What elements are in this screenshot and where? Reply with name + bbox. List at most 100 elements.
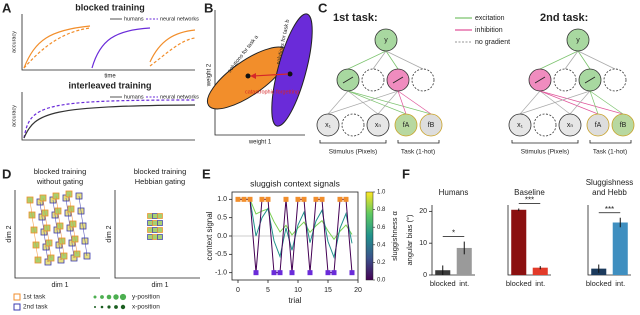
group-label: Task (1-hot) (401, 149, 435, 156)
significance-label: *** (525, 196, 534, 205)
node-label: fA (595, 122, 602, 129)
context-marker (343, 196, 349, 202)
grid-link (84, 240, 88, 257)
y-axis-label: angular bias (°) (405, 214, 414, 265)
input-node (394, 113, 418, 137)
grid-link (46, 227, 50, 244)
legend-dot (107, 305, 111, 309)
input-node (341, 113, 365, 137)
y-axis-label: accuracy (11, 105, 17, 127)
x-tick-label: blocked (430, 279, 456, 288)
connection (397, 90, 432, 115)
connection (377, 90, 399, 115)
hidden-node (411, 68, 435, 92)
context-marker (319, 196, 325, 202)
context-marker (235, 196, 241, 202)
unit-glyph (534, 76, 546, 84)
node-label: fA (403, 122, 410, 129)
grid-link (44, 212, 48, 229)
grid-link (42, 197, 46, 214)
x-axis-label: weight 1 (248, 140, 272, 146)
y-tick-label: -1.0 (215, 270, 227, 277)
curve (23, 104, 196, 139)
x-tick-label: int. (615, 279, 625, 288)
grid-link (59, 225, 63, 242)
x-tick-label: int. (459, 279, 469, 288)
y-axis-label: weight 2 (207, 63, 213, 87)
axes (21, 14, 195, 71)
context-marker (331, 270, 337, 276)
connection (397, 90, 407, 115)
panel-label: C (318, 0, 328, 15)
connection (519, 90, 541, 115)
legend-label: inhibition (475, 27, 503, 34)
y-tick-label: 1.0 (217, 196, 227, 203)
y-tick-label: -0.5 (215, 251, 227, 258)
context-marker (283, 196, 289, 202)
grid-link (31, 214, 35, 231)
context-marker (253, 270, 259, 276)
hidden-node (553, 68, 577, 92)
chart-title: sluggish context signals (250, 178, 340, 188)
colorbar-tick-label: 0.0 (377, 278, 386, 284)
curve (23, 25, 91, 69)
y-tick-label: 0.5 (217, 215, 227, 222)
chart-title: Humans (439, 188, 469, 197)
colorbar-tick-label: 0.8 (377, 207, 386, 213)
embedding-point (147, 213, 153, 219)
node-label: xₙ (375, 122, 382, 129)
solution-region (271, 13, 313, 127)
colorbar (365, 191, 374, 281)
legend-dot (114, 305, 118, 309)
legend-dot (113, 294, 119, 300)
colorbar-tick-label: 0.6 (377, 225, 386, 231)
grid-link (68, 193, 72, 210)
legend-label: neural networks (160, 16, 199, 22)
x-axis-label: dim 1 (151, 282, 168, 289)
curve (23, 27, 91, 69)
arrow (252, 73, 289, 77)
connection (327, 90, 399, 115)
grid-link (29, 199, 33, 216)
connection (347, 50, 387, 70)
context-marker (295, 196, 301, 202)
curve (149, 29, 196, 63)
x-axis-label: time (104, 74, 116, 80)
connection (539, 90, 599, 115)
grid-link (61, 240, 65, 257)
input-node (586, 113, 610, 137)
context-marker (271, 270, 277, 276)
legend-dot (94, 306, 96, 308)
connection (539, 50, 579, 70)
chart-title: Baseline (514, 188, 545, 197)
group-label: Stimulus (Pixels) (521, 149, 569, 156)
embedding-point (152, 234, 158, 240)
unit-glyph (342, 76, 354, 84)
subplot-title: Hebbian gating (135, 177, 185, 186)
axes (114, 190, 200, 279)
y-tick-label: 20 (419, 208, 427, 215)
colorbar-tick-label: 0.2 (377, 260, 386, 266)
arrow-head (250, 73, 256, 79)
x-tick-label: blocked (506, 279, 532, 288)
chart-title: and Hebb (592, 188, 627, 197)
connection (577, 50, 591, 70)
x-tick-label: 5 (266, 287, 270, 294)
network-title: 1st task: (333, 12, 378, 24)
embedding-point (157, 234, 163, 240)
y-axis-label: context signal (205, 211, 214, 260)
hidden-node (603, 68, 627, 92)
connection (539, 90, 624, 115)
embedding-point (152, 227, 158, 233)
grid-link (74, 238, 78, 255)
connection (385, 50, 424, 70)
axes (14, 190, 100, 279)
brace (511, 140, 579, 144)
embedding-point (147, 220, 153, 226)
curve (149, 37, 196, 67)
input-node (611, 113, 635, 137)
subplot-title: blocked training (75, 2, 145, 12)
legend-label: excitation (475, 15, 505, 22)
curve (91, 27, 151, 69)
